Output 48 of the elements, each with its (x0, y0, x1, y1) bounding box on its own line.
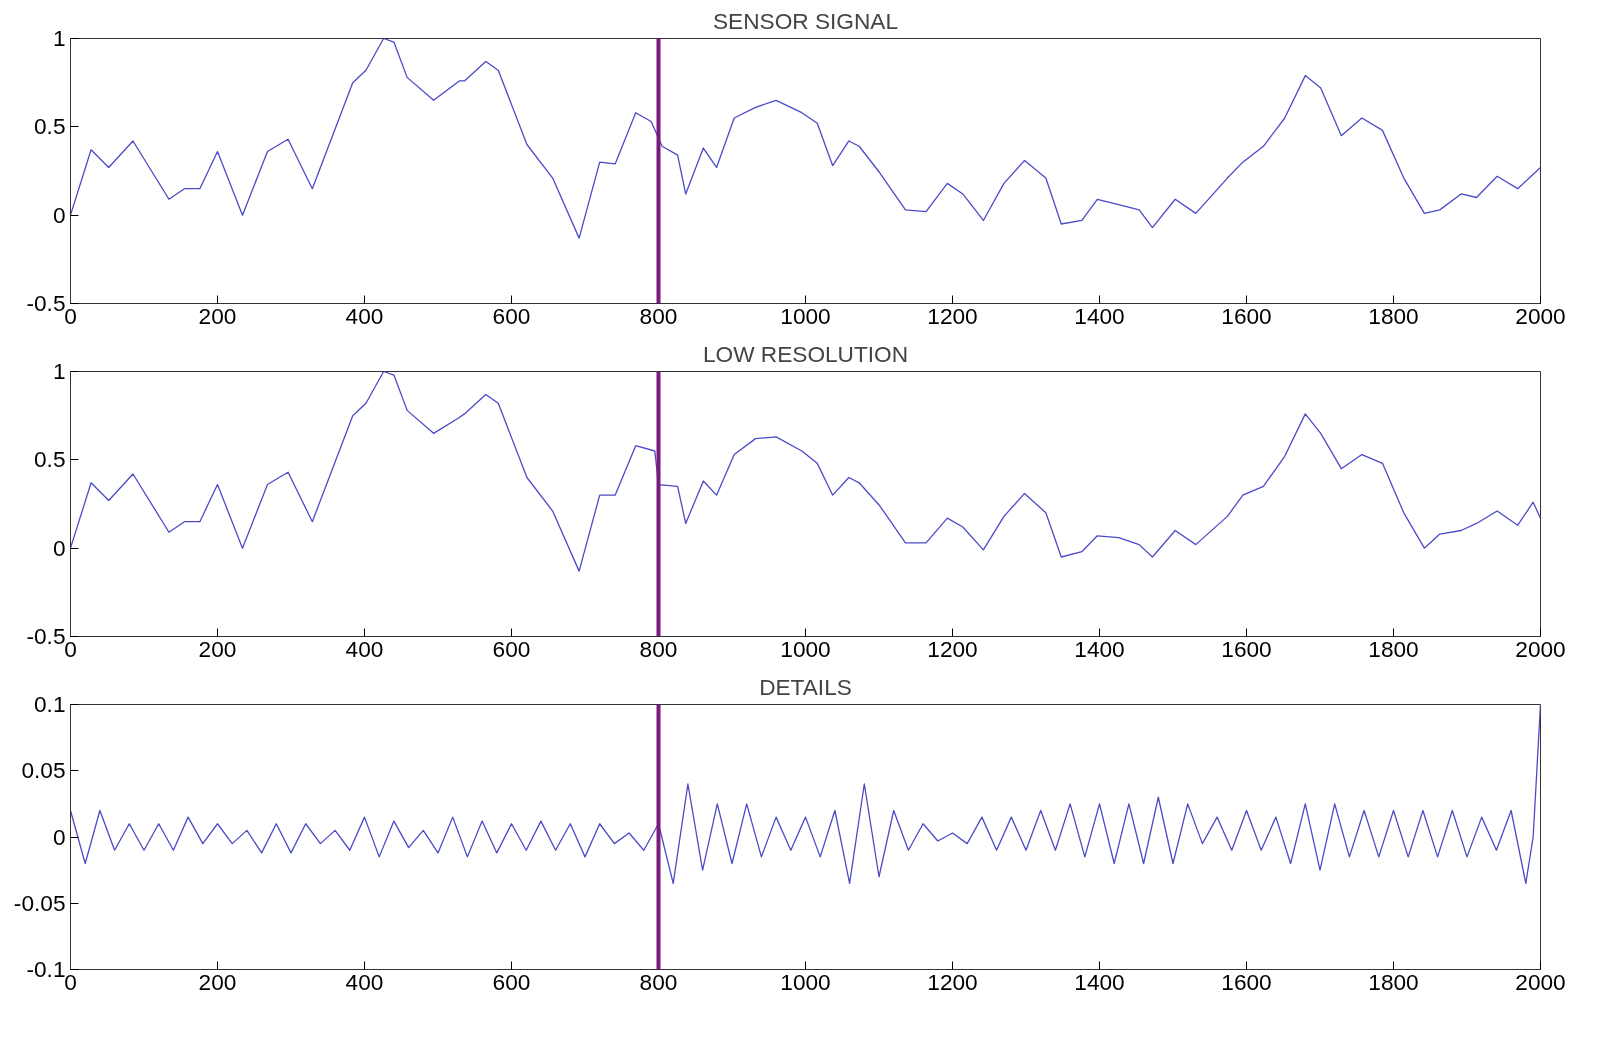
x-tick-label: 800 (639, 968, 678, 995)
x-tick-label: 1800 (1368, 635, 1419, 662)
x-tick-label: 1000 (780, 968, 831, 995)
x-tick-label: 1000 (780, 635, 831, 662)
y-tick-label: -0.05 (13, 889, 66, 916)
y-tick-label: 0 (52, 534, 66, 561)
y-tick-label: 0.5 (34, 446, 66, 473)
line-series (70, 371, 1541, 572)
x-tick-label: 1800 (1368, 302, 1419, 329)
x-tick-label: 200 (198, 302, 237, 329)
x-tick-label: 600 (492, 302, 531, 329)
x-tick-label: 1600 (1221, 968, 1272, 995)
x-tick-label: 800 (639, 635, 678, 662)
x-tick-label: 1200 (927, 968, 978, 995)
x-tick-label: 2000 (1515, 968, 1566, 995)
x-tick-label: 400 (345, 635, 384, 662)
x-tick-label: 1000 (780, 302, 831, 329)
x-tick-label: 200 (198, 968, 237, 995)
x-tick-label: 800 (639, 302, 678, 329)
y-tick-label: 1 (52, 358, 66, 384)
chart-title: DETAILS (759, 673, 852, 700)
x-tick-label: 400 (345, 302, 384, 329)
line-series (70, 38, 1541, 239)
x-tick-label: 200 (198, 635, 237, 662)
y-tick-label: 0 (52, 823, 66, 850)
x-tick-label: 600 (492, 968, 531, 995)
y-tick-label: -0.5 (26, 623, 66, 649)
x-tick-label: 1400 (1074, 302, 1125, 329)
x-tick-label: 1400 (1074, 635, 1125, 662)
chart-title: SENSOR SIGNAL (712, 7, 899, 34)
x-tick-label: 1800 (1368, 968, 1419, 995)
x-tick-label: 600 (492, 635, 531, 662)
x-tick-label: 1400 (1074, 968, 1125, 995)
y-tick-label: 0.5 (34, 113, 66, 140)
x-tick-label: 1600 (1221, 302, 1272, 329)
x-tick-label: 2000 (1515, 635, 1566, 662)
y-tick-label: -0.1 (26, 956, 66, 982)
y-tick-label: 0 (52, 201, 66, 228)
x-tick-label: 400 (345, 968, 384, 995)
x-tick-label: 1200 (927, 302, 978, 329)
y-tick-label: 1 (52, 25, 66, 51)
x-tick-label: 1600 (1221, 635, 1272, 662)
y-tick-label: -0.5 (26, 290, 66, 316)
x-tick-label: 2000 (1515, 302, 1566, 329)
x-tick-label: 1200 (927, 635, 978, 662)
y-tick-label: 0.05 (21, 757, 66, 784)
y-tick-label: 0.1 (34, 691, 66, 717)
chart-title: LOW RESOLUTION (702, 340, 909, 367)
